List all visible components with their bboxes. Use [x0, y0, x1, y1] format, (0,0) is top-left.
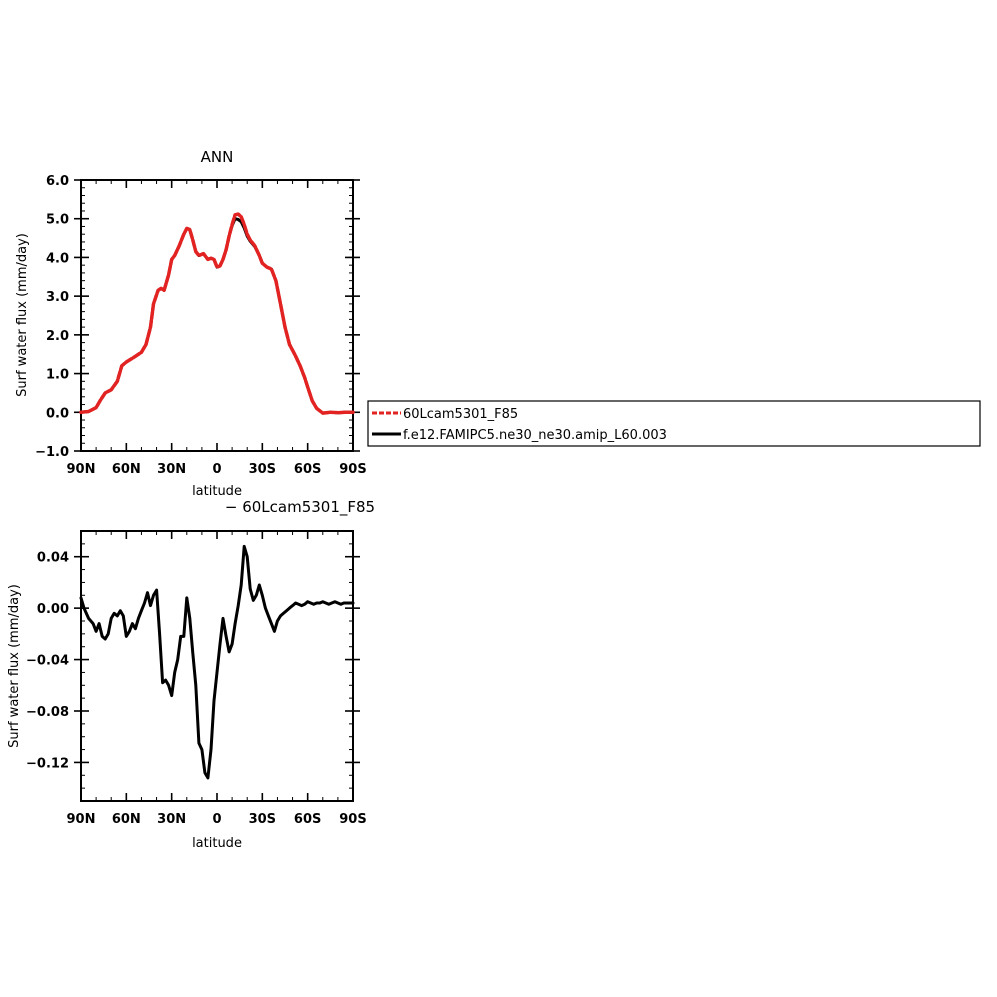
x-tick-label: 30N [157, 462, 186, 477]
y-tick-label: 4.0 [46, 251, 69, 266]
x-tick-label: 90N [67, 812, 96, 827]
x-tick-label: 60N [112, 462, 141, 477]
y-tick-label: 0.00 [37, 602, 69, 617]
x-tick-label: 60S [294, 462, 321, 477]
y-tick-label: −0.12 [26, 756, 69, 771]
y-tick-label: 5.0 [46, 213, 69, 228]
plot-frame [80, 179, 354, 452]
bottom-plot-title: − 60Lcam5301_F85 [225, 498, 375, 517]
top-x-axis-title: latitude [192, 484, 242, 499]
y-tick-label: 3.0 [46, 290, 69, 305]
series-line-1 [79, 544, 355, 780]
x-tick-label: 0 [212, 812, 221, 827]
series-line-2 [79, 217, 355, 415]
x-tick-label: 30S [249, 812, 276, 827]
y-tick-label: 0.04 [37, 551, 69, 566]
bottom-x-axis-title: latitude [192, 836, 242, 851]
y-tick-label: −0.08 [26, 705, 69, 720]
y-tick-label: −1.0 [35, 445, 69, 460]
bottom-panel: − 60Lcam5301_F85 Surf water flux (mm/day… [7, 498, 375, 851]
legend: 60Lcam5301_F85 f.e12.FAMIPC5.ne30_ne30.a… [367, 400, 981, 447]
top-plot-title: ANN [201, 148, 234, 166]
x-tick-label: 90S [339, 812, 366, 827]
legend-label-series-1: 60Lcam5301_F85 [403, 407, 518, 422]
x-tick-label: 60N [112, 812, 141, 827]
legend-label-series-2: f.e12.FAMIPC5.ne30_ne30.amip_L60.003 [403, 428, 667, 443]
x-tick-label: 60S [294, 812, 321, 827]
bottom-y-axis-title: Surf water flux (mm/day) [7, 584, 22, 748]
x-tick-label: 30S [249, 462, 276, 477]
y-tick-label: 6.0 [46, 174, 69, 189]
y-tick-label: 2.0 [46, 329, 69, 344]
y-tick-label: −0.04 [26, 654, 69, 669]
top-y-axis-title: Surf water flux (mm/day) [15, 233, 30, 397]
x-tick-label: 30N [157, 812, 186, 827]
top-panel: ANN Surf water flux (mm/day) latitude 90… [15, 148, 367, 499]
x-tick-label: 90S [339, 462, 366, 477]
y-tick-label: 1.0 [46, 368, 69, 383]
x-tick-label: 90N [67, 462, 96, 477]
legend-box [367, 400, 981, 447]
series-line-1 [79, 212, 355, 415]
y-tick-label: 0.0 [46, 406, 69, 421]
x-tick-label: 0 [212, 462, 221, 477]
